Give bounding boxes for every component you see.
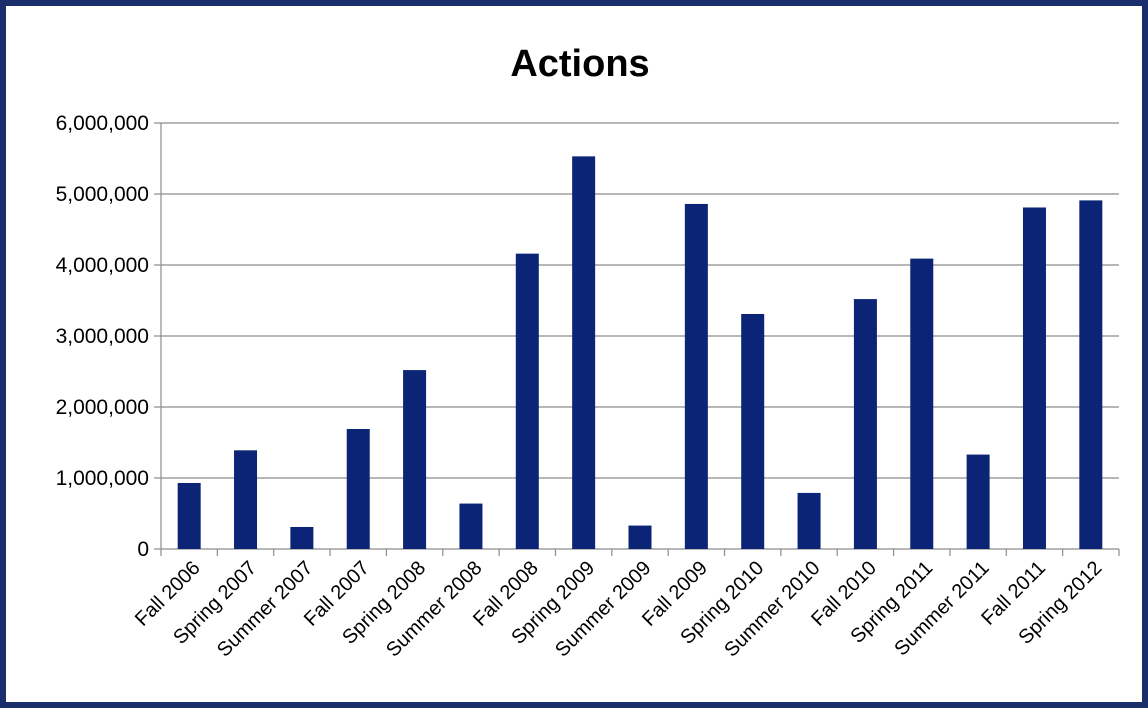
y-tick-label: 2,000,000 bbox=[56, 396, 149, 419]
bar bbox=[346, 429, 370, 549]
y-tick-label: 0 bbox=[137, 538, 149, 561]
y-tick-label: 6,000,000 bbox=[56, 112, 149, 135]
chart-title: Actions bbox=[510, 43, 649, 85]
bar bbox=[741, 313, 765, 549]
bar bbox=[797, 492, 821, 549]
bar-chart: Actions 0 1,000,000 2,000,000 3,000,000 4,00… bbox=[56, 43, 1120, 661]
bar bbox=[177, 482, 201, 549]
bar bbox=[515, 253, 539, 549]
bar bbox=[910, 258, 934, 549]
bar bbox=[628, 525, 652, 549]
bar bbox=[853, 299, 877, 549]
bar bbox=[684, 203, 708, 549]
bar bbox=[1079, 200, 1103, 549]
bars bbox=[177, 156, 1103, 550]
y-tick-labels: 0 1,000,000 2,000,000 3,000,000 4,000,000 5,0… bbox=[56, 112, 149, 561]
bar bbox=[459, 503, 483, 549]
bar bbox=[572, 156, 596, 549]
y-tick-label: 4,000,000 bbox=[56, 254, 149, 277]
bar bbox=[966, 454, 990, 549]
bar bbox=[290, 526, 314, 549]
y-tick-label: 3,000,000 bbox=[56, 325, 149, 348]
bar bbox=[403, 370, 427, 549]
y-tick-label: 1,000,000 bbox=[56, 467, 149, 490]
y-tick-label: 5,000,000 bbox=[56, 183, 149, 206]
gridlines bbox=[161, 122, 1119, 479]
bar bbox=[234, 450, 258, 549]
bar bbox=[1022, 207, 1046, 550]
